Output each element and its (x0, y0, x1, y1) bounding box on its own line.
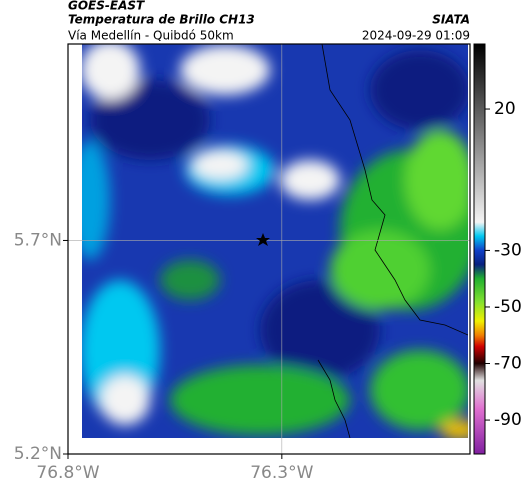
colorbar (473, 43, 486, 455)
subtitle: Temperatura de Brillo CH13 (68, 13, 255, 27)
y-tick-label: 5.2°N (14, 444, 62, 464)
map-frame (67, 43, 471, 455)
timestamp: 2024-09-29 01:09 (362, 29, 470, 43)
location: Vía Medellín - Quibdó 50km (68, 29, 234, 43)
colorbar-tick-label: 20 (494, 99, 516, 119)
x-tick-label: 76.8°W (36, 463, 99, 483)
y-tick-label: 5.7°N (14, 230, 62, 250)
colorbar-tick-label: -90 (494, 410, 522, 430)
source: SIATA (432, 13, 470, 27)
colorbar-tick-label: -50 (494, 297, 522, 317)
colorbar-tick-label: -70 (494, 354, 522, 374)
title: GOES-EAST (68, 0, 145, 13)
x-tick-label: 76.3°W (250, 463, 313, 483)
imagery (82, 44, 468, 438)
colorbar-tick-label: -30 (494, 240, 522, 260)
location-marker (256, 233, 270, 246)
